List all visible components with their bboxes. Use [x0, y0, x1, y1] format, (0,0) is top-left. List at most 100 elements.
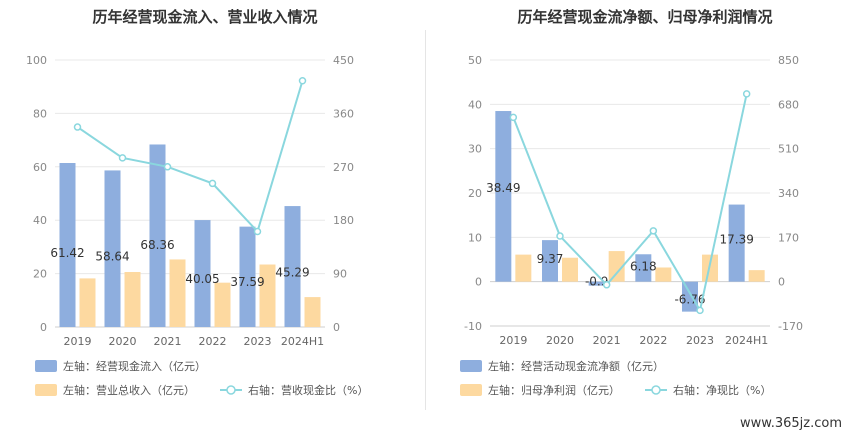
line-point	[298, 77, 307, 85]
bar-value-label: 9.37	[537, 252, 564, 266]
legend-label: 左轴：营业总收入（亿元）	[63, 383, 195, 397]
bar-value-label: 38.49	[486, 181, 520, 195]
line-point	[73, 123, 82, 131]
legend-line-marker	[651, 385, 661, 395]
series-line	[512, 93, 748, 314]
bar-value-label: 61.42	[50, 246, 84, 260]
bar	[682, 281, 698, 312]
right-tick-label: 180	[333, 214, 354, 227]
chart-panel-1: 历年经营现金流入、营业收入情况 0 20 40 60 80 100 0 90 180 270 360 4…	[26, 8, 368, 397]
bar	[124, 271, 141, 327]
right-tick-label: 170	[778, 231, 799, 244]
x-tick-label: 2023	[686, 334, 714, 347]
bar	[588, 281, 605, 286]
bar-value-label: 40.05	[185, 272, 219, 286]
right-tick-label: 450	[333, 54, 354, 67]
right-tick-label: 850	[778, 54, 799, 67]
bar	[635, 254, 652, 282]
line-point	[649, 227, 658, 235]
left-tick-label: 100	[26, 54, 47, 67]
bar-value-label: 45.29	[275, 266, 309, 280]
left-tick-label: 60	[33, 161, 47, 174]
legend-swatch	[35, 384, 57, 396]
legend-swatch	[460, 360, 482, 372]
x-tick-label: 2021	[593, 334, 621, 347]
legend-label: 左轴：经营现金流入（亿元）	[63, 359, 206, 373]
line-point	[696, 306, 704, 315]
chart-panel-2: 历年经营现金流净额、归母净利润情况 -10 0 10 20 30 40 50 -170 0 170 3…	[460, 8, 803, 397]
bar	[149, 144, 166, 327]
x-tick-label: 2019	[64, 335, 92, 348]
x-tick-label: 2020	[546, 334, 574, 347]
left-tick-label: 40	[468, 98, 482, 111]
legend-line-marker	[226, 385, 236, 395]
bar	[304, 297, 321, 327]
left-tick-label: 0	[40, 321, 47, 334]
right-tick-label: 0	[333, 321, 340, 334]
bar-value-label: 58.64	[95, 250, 129, 264]
left-tick-label: -10	[464, 320, 482, 333]
chart-title: 历年经营现金流入、营业收入情况	[92, 8, 317, 26]
line-point	[742, 90, 751, 98]
bar-value-label: 68.36	[140, 238, 174, 252]
line-point	[556, 232, 564, 240]
bar	[608, 251, 625, 282]
left-tick-label: 50	[468, 54, 482, 67]
line-point	[163, 163, 172, 171]
bar	[515, 254, 532, 282]
x-tick-label: 2020	[109, 335, 137, 348]
bar	[59, 163, 76, 327]
left-tick-label: 10	[468, 231, 482, 244]
x-tick-label: 2023	[244, 335, 272, 348]
series-line	[76, 80, 304, 234]
legend-label: 右轴：净现比（%）	[673, 383, 771, 397]
x-tick-label: 2024H1	[281, 335, 324, 348]
bar	[194, 220, 211, 327]
right-tick-label: 90	[333, 268, 347, 281]
bar	[495, 111, 512, 282]
x-tick-label: 2022	[639, 334, 667, 347]
chart-title: 历年经营现金流净额、归母净利润情况	[517, 8, 772, 26]
watermark: www.365jz.com	[740, 416, 842, 431]
line-point	[118, 154, 127, 162]
left-tick-label: 30	[468, 143, 482, 156]
line-point	[208, 179, 217, 188]
bar	[542, 240, 558, 282]
right-tick-label: -170	[778, 320, 803, 333]
right-tick-label: 340	[778, 187, 799, 200]
line-point	[253, 227, 262, 236]
bar	[728, 204, 745, 282]
line-point	[602, 281, 611, 289]
left-tick-label: 20	[33, 268, 47, 281]
legend-swatch	[460, 384, 482, 396]
line-point	[509, 113, 518, 122]
bar-value-label: 6.18	[630, 260, 657, 274]
legend-label: 左轴：归母净利润（亿元）	[488, 383, 620, 397]
right-tick-label: 510	[778, 143, 799, 156]
right-tick-label: 0	[778, 276, 785, 289]
x-tick-label: 2021	[154, 335, 182, 348]
right-tick-label: 360	[333, 107, 354, 120]
legend-swatch	[35, 360, 57, 372]
bar	[655, 267, 672, 282]
right-tick-label: 680	[778, 98, 799, 111]
left-tick-label: 20	[468, 187, 482, 200]
bar	[562, 257, 578, 282]
left-tick-label: 0	[475, 276, 482, 289]
left-tick-label: 40	[33, 214, 47, 227]
right-tick-label: 270	[333, 161, 354, 174]
bar	[259, 264, 276, 327]
x-tick-label: 2019	[499, 334, 527, 347]
bar	[748, 270, 765, 282]
x-tick-label: 2024H1	[725, 334, 768, 347]
panel-divider	[425, 30, 426, 410]
left-tick-label: 80	[33, 107, 47, 120]
bar	[169, 259, 186, 327]
bar	[284, 206, 301, 327]
bar-value-label: -0.9	[585, 275, 608, 289]
bar	[214, 282, 231, 327]
bar-value-label: 17.39	[719, 232, 753, 246]
bar	[104, 170, 121, 327]
legend-label: 左轴：经营活动现金流净额（亿元）	[488, 359, 664, 373]
